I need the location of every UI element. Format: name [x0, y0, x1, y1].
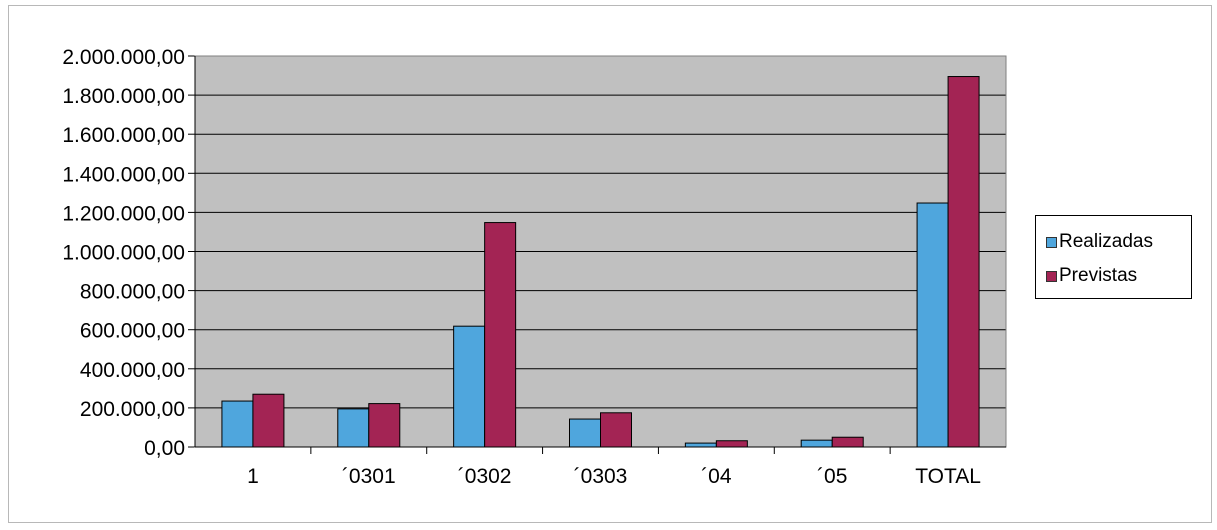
bar-realizadas-2 — [453, 325, 486, 448]
y-tick-label: 1.400.000,00 — [62, 163, 185, 186]
x-tick-label: 1 — [247, 465, 259, 488]
y-tick-label: 1.200.000,00 — [62, 202, 185, 225]
legend-label-realizadas: Realizadas — [1059, 231, 1153, 252]
bar-realizadas-1 — [337, 408, 370, 448]
axes — [188, 55, 1007, 454]
legend-label-previstas: Previstas — [1059, 265, 1138, 286]
y-tick-label: 600.000,00 — [80, 320, 185, 343]
y-tick-label: 1.600.000,00 — [62, 124, 185, 147]
bar-previstas-2 — [484, 222, 517, 448]
y-tick-label: 1.000.000,00 — [62, 242, 185, 265]
x-tick-label: ´04 — [701, 465, 732, 488]
bar-realizadas-6 — [916, 202, 949, 448]
bar-previstas-0 — [252, 393, 285, 448]
x-tick-label: ´0302 — [458, 465, 512, 488]
bar-previstas-4 — [715, 440, 748, 448]
tick-labels: 0,00 200.000,00 400.000,00 600.000,00 800.00… — [62, 46, 981, 488]
bar-previstas-3 — [600, 412, 632, 448]
x-tick-label: ´0303 — [574, 465, 628, 488]
bar-realizadas-0 — [221, 400, 254, 448]
x-tick-label: TOTAL — [915, 465, 981, 488]
legend-swatch-realizadas — [1046, 236, 1057, 248]
legend-swatch-previstas — [1046, 270, 1057, 282]
bar-previstas-5 — [831, 436, 864, 448]
legend-item-previstas: Previstas — [1046, 264, 1137, 288]
legend: Realizadas Previstas — [1035, 215, 1192, 299]
y-tick-label: 1.800.000,00 — [62, 85, 185, 108]
bar-realizadas-5 — [800, 439, 833, 448]
x-tick-label: ´05 — [817, 465, 847, 488]
y-tick-label: 800.000,00 — [80, 281, 185, 304]
y-tick-label: 2.000.000,00 — [62, 46, 185, 69]
bar-realizadas-4 — [684, 442, 717, 448]
x-tick-label: ´0301 — [342, 465, 396, 488]
y-tick-label: 400.000,00 — [80, 359, 185, 382]
bar-realizadas-3 — [569, 418, 601, 448]
chart-frame: 0,00 200.000,00 400.000,00 600.000,00 800.00… — [8, 5, 1212, 523]
bar-previstas-6 — [947, 76, 980, 448]
bar-chart: 0,00 200.000,00 400.000,00 600.000,00 800.00… — [62, 46, 1007, 488]
y-tick-label: 0,00 — [144, 437, 185, 460]
legend-item-realizadas: Realizadas — [1046, 230, 1153, 254]
bar-previstas-1 — [368, 403, 401, 448]
y-tick-label: 200.000,00 — [80, 398, 185, 421]
